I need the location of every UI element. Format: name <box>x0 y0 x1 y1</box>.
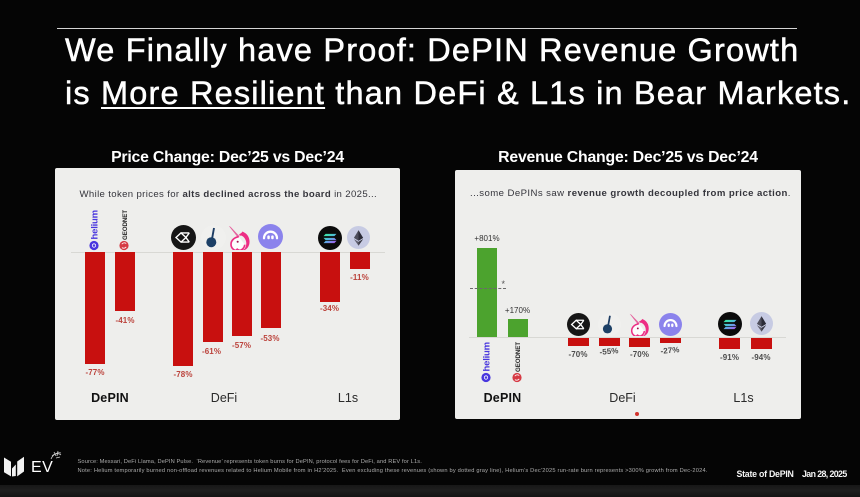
svg-text:GEODNET: GEODNET <box>122 210 129 240</box>
svg-text:helium: helium <box>90 210 101 239</box>
svg-text:GEODNET: GEODNET <box>515 342 522 372</box>
svg-text:helium: helium <box>482 342 493 371</box>
